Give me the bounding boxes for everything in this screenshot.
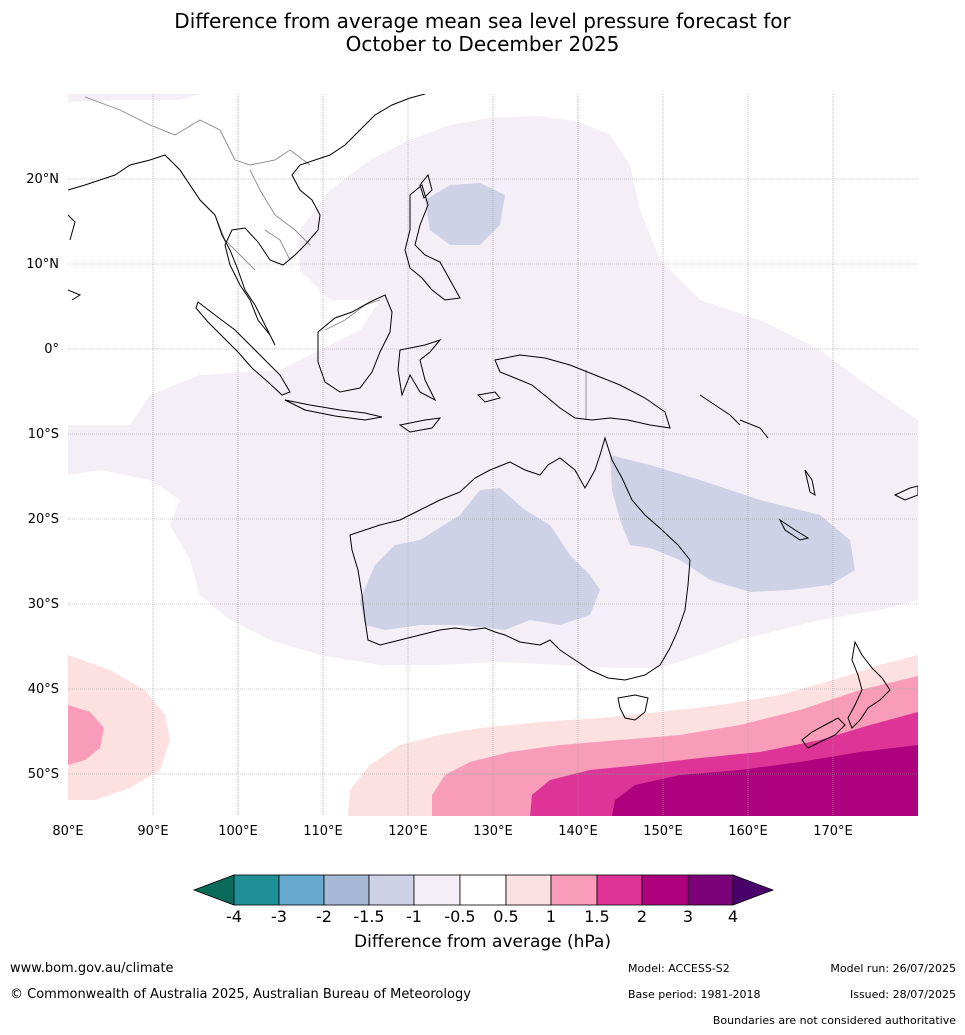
colorbar-label: 3 [683, 907, 693, 926]
lat-label-0: 0° [44, 342, 59, 357]
lon-label-150e: 150°E [643, 824, 683, 839]
lat-label-20n: 20°N [26, 172, 59, 187]
colorbar-label: 1.5 [584, 907, 609, 926]
coast-australia [349, 436, 691, 681]
region-neg-1-east-australia [610, 455, 855, 592]
colorbar-segment [323, 874, 370, 906]
colorbar-right-arrow [732, 874, 775, 906]
colorbar-label: -3 [271, 907, 287, 926]
colorbar-label: -4 [226, 907, 242, 926]
colorbar-labels: -4 -3 -2 -1.5 -1 -0.5 0.5 1 1.5 2 3 4 [226, 907, 738, 926]
base-period: Base period: 1981-2018 [628, 988, 761, 1001]
colorbar-label: 1 [546, 907, 556, 926]
colorbar: -4 -3 -2 -1.5 -1 -0.5 0.5 1 1.5 2 3 4 [192, 874, 775, 926]
region-pos-2-southeast [612, 745, 918, 816]
lat-label-10n: 10°N [26, 257, 59, 272]
coastlines [68, 94, 918, 749]
colorbar-left-arrow [192, 874, 235, 906]
coast-tasmania [617, 694, 649, 721]
region-neg-1-philippines [425, 183, 505, 245]
colorbar-label: 0.5 [493, 907, 518, 926]
coast-sumatra [195, 301, 291, 396]
title-line-1: Difference from average mean sea level p… [174, 9, 791, 33]
model-name: Model: ACCESS-S2 [628, 962, 730, 975]
colorbar-label: -2 [316, 907, 332, 926]
colorbar-segments [233, 874, 734, 906]
lon-label-160e: 160°E [728, 824, 768, 839]
coast-java [284, 399, 383, 421]
coast-sulawesi [397, 338, 442, 402]
colorbar-segment [459, 874, 507, 906]
colorbar-label: -0.5 [444, 907, 475, 926]
region-neg-0-5-top [68, 94, 200, 102]
colorbar-segment [368, 874, 415, 906]
coast-philippines [404, 184, 461, 301]
lon-label-130e: 130°E [473, 824, 513, 839]
colorbar-label: -1 [406, 907, 422, 926]
map-area [68, 94, 918, 816]
website-link[interactable]: www.bom.gov.au/climate [10, 961, 174, 976]
lon-label-100e: 100°E [218, 824, 258, 839]
lat-label-10s: 10°S [28, 427, 59, 442]
colorbar-segment [641, 874, 689, 906]
lat-label-50s: 50°S [28, 767, 59, 782]
region-pos-1-southwest [68, 705, 104, 765]
coast-new-guinea [494, 354, 671, 429]
graticule [68, 94, 918, 816]
coast-asia [68, 94, 426, 346]
chart-title: Difference from average mean sea level p… [0, 10, 965, 56]
lon-label-140e: 140°E [558, 824, 598, 839]
colorbar-label: -1.5 [353, 907, 384, 926]
lat-label-40s: 40°S [28, 682, 59, 697]
colorbar-segment [505, 874, 552, 906]
coast-nz-south [801, 717, 846, 749]
colorbar-title: Difference from average (hPa) [354, 932, 611, 952]
colorbar-segment [550, 874, 598, 906]
coast-borneo [317, 294, 393, 393]
model-run-date: Model run: 26/07/2025 [830, 962, 956, 975]
colorbar-segment [596, 874, 643, 906]
colorbar-segment [233, 874, 280, 906]
lon-labels: 80°E 90°E 100°E 110°E 120°E 130°E 140°E … [52, 824, 852, 839]
coast-nz-north [847, 640, 891, 729]
lon-label-170e: 170°E [813, 824, 853, 839]
copyright-text: © Commonwealth of Australia 2025, Austra… [10, 987, 471, 1002]
region-neg-1-west-australia [360, 488, 600, 630]
lat-label-30s: 30°S [28, 597, 59, 612]
colorbar-segment [687, 874, 734, 906]
lon-label-80e: 80°E [52, 824, 83, 839]
lat-label-20s: 20°S [28, 512, 59, 527]
boundaries-disclaimer: Boundaries are not considered authoritat… [712, 1014, 956, 1027]
colorbar-label: 4 [728, 907, 738, 926]
region-pos-0-5-southwest [68, 655, 170, 800]
colorbar-segment [413, 874, 461, 906]
lon-label-90e: 90°E [137, 824, 168, 839]
lat-labels: 20°N 10°N 0° 10°S 20°S 30°S 40°S 50°S [26, 172, 59, 782]
title-line-2: October to December 2025 [345, 32, 620, 56]
issued-date: Issued: 28/07/2025 [849, 988, 956, 1001]
colorbar-label: 2 [637, 907, 647, 926]
lon-label-120e: 120°E [388, 824, 428, 839]
lon-label-110e: 110°E [303, 824, 343, 839]
colorbar-segment [278, 874, 325, 906]
